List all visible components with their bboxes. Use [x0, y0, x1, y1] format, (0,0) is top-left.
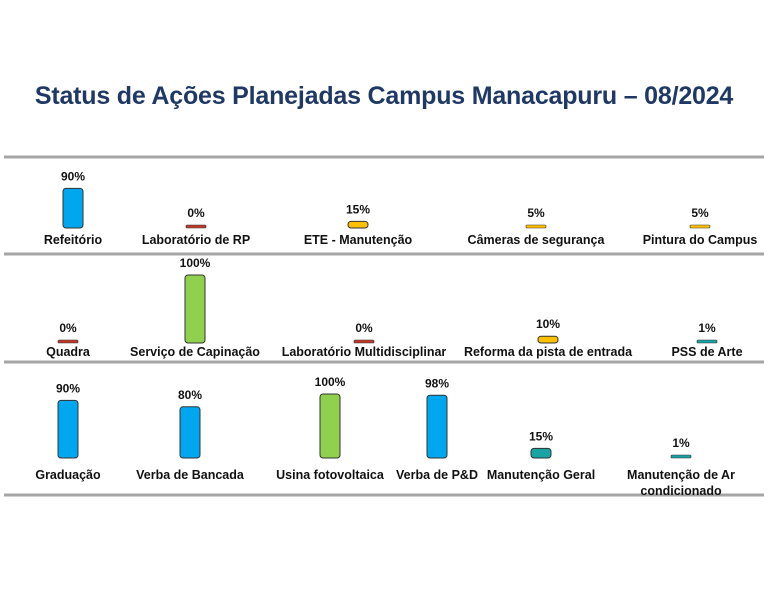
value-label: 5% — [527, 206, 545, 220]
bar-3-4 — [426, 394, 448, 459]
category-label: PSS de Arte — [671, 345, 742, 359]
bar-2-2 — [184, 274, 206, 344]
value-label: 98% — [425, 376, 449, 390]
value-label: 90% — [61, 169, 85, 183]
category-label: Manutenção de Ar — [627, 468, 735, 482]
row-divider-2 — [4, 252, 764, 256]
value-label: 80% — [178, 388, 202, 402]
value-label: 0% — [59, 321, 77, 335]
category-label: Câmeras de segurança — [468, 233, 606, 247]
bar-1-4 — [525, 224, 547, 229]
value-label: 1% — [672, 436, 690, 450]
bar-1-1 — [62, 187, 84, 229]
value-label: 1% — [698, 321, 716, 335]
bar-1-3 — [347, 220, 369, 229]
value-label: 15% — [346, 202, 370, 216]
category-label: Quadra — [46, 345, 91, 359]
bar-2-5 — [696, 339, 718, 344]
category-label: Laboratório Multidisciplinar — [282, 345, 447, 359]
chart-title: Status de Ações Planejadas Campus Manaca… — [34, 82, 734, 110]
value-label: 5% — [691, 206, 709, 220]
bar-3-1 — [57, 399, 79, 459]
category-label: Refeitório — [44, 233, 103, 247]
category-label: Reforma da pista de entrada — [464, 345, 633, 359]
value-label: 90% — [56, 381, 80, 395]
bar-2-1 — [57, 339, 79, 344]
value-label: 15% — [529, 429, 553, 443]
value-label: 100% — [315, 375, 346, 389]
bar-3-5 — [530, 447, 552, 459]
category-label: Usina fotovoltaica — [276, 468, 385, 482]
category-label: Serviço de Capinação — [130, 345, 260, 359]
row-divider-1 — [4, 155, 764, 159]
value-label: 100% — [180, 256, 211, 270]
bar-3-2 — [179, 406, 201, 459]
value-label: 0% — [187, 206, 205, 220]
category-label: Verba de P&D — [396, 468, 478, 482]
row-divider-3 — [4, 360, 764, 364]
bar-1-2 — [185, 224, 207, 229]
value-label: 0% — [355, 321, 373, 335]
bar-2-4 — [537, 335, 559, 344]
bar-3-3 — [319, 393, 341, 459]
category-label: Laboratório de RP — [142, 233, 250, 247]
category-label: Graduação — [35, 468, 101, 482]
value-label: 10% — [536, 317, 560, 331]
category-label: condicionado — [640, 484, 722, 498]
bar-3-6 — [670, 454, 692, 459]
category-label: ETE - Manutenção — [304, 233, 413, 247]
category-label: Manutenção Geral — [487, 468, 595, 482]
category-label: Verba de Bancada — [136, 468, 245, 482]
category-label: Pintura do Campus — [643, 233, 758, 247]
bar-1-5 — [689, 224, 711, 229]
bar-2-3 — [353, 339, 375, 344]
row-divider-4 — [4, 493, 764, 497]
